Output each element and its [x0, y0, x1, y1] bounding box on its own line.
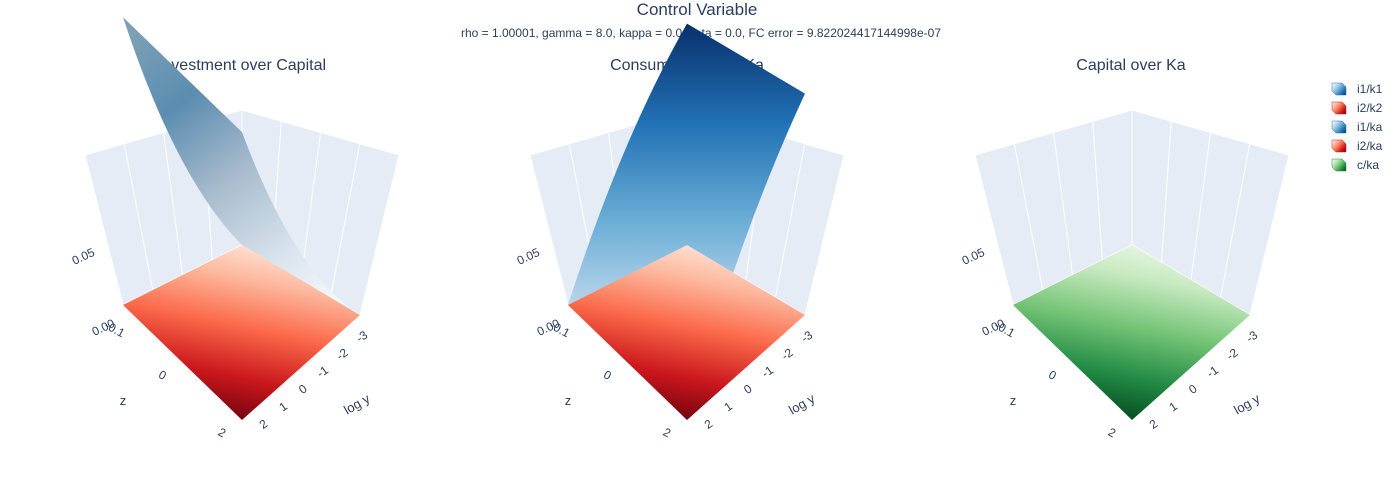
subplot-3: Capital over Ka-3-2-1012-0.1020.050.00lo… — [960, 57, 1290, 441]
legend-item-i1-k1[interactable]: i1/k1 — [1331, 82, 1383, 96]
logy-tick-label: 0 — [1186, 381, 1200, 396]
legend-label: i2/k2 — [1357, 101, 1383, 115]
z-tick-label: 0 — [156, 367, 169, 383]
logy-tick-label: 1 — [721, 399, 735, 414]
x-axis-title: log y — [1231, 390, 1263, 417]
logy-tick-label: -3 — [1243, 328, 1260, 346]
surface-i2-k2 — [123, 245, 360, 420]
logy-tick-label: -2 — [1224, 345, 1241, 363]
value-tick-label: 0.05 — [70, 245, 97, 268]
subplots: Investment over Capital-3-2-1012-0.1020.… — [70, 17, 1290, 441]
z-tick-label: 2 — [1106, 425, 1119, 441]
subplot-2: Consumption over Ka-3-2-1012-0.1020.050.… — [515, 23, 845, 441]
z-tick-label: 2 — [216, 425, 229, 441]
logy-tick-label: 0 — [296, 381, 310, 396]
x-axis-title: log y — [786, 390, 818, 417]
legend-item-i1-ka[interactable]: i1/ka — [1331, 120, 1383, 134]
y-axis-title: z — [1010, 393, 1017, 408]
legend-label: i2/ka — [1357, 139, 1383, 153]
logy-tick-label: 0 — [741, 381, 755, 396]
logy-tick-label: -3 — [798, 328, 815, 346]
logy-tick-label: -1 — [314, 363, 331, 381]
subplot-title: Investment over Capital — [158, 57, 326, 74]
surface-i1-k1 — [123, 17, 360, 316]
legend-swatch-icon — [1331, 158, 1347, 172]
surface-i2-ka — [568, 245, 805, 420]
value-tick-label: 0.05 — [960, 245, 987, 268]
logy-tick-label: 1 — [1166, 399, 1180, 414]
legend-swatch-icon — [1331, 101, 1347, 115]
surface-c-ka — [1013, 245, 1250, 420]
legend-swatch-icon — [1331, 82, 1347, 96]
legend-swatch-icon — [1331, 139, 1347, 153]
logy-tick-label: -2 — [779, 345, 796, 363]
figure-title: Control Variable — [637, 0, 758, 19]
legend-item-i2-k2[interactable]: i2/k2 — [1331, 101, 1383, 115]
legend-item-i2-ka[interactable]: i2/ka — [1331, 139, 1383, 153]
z-tick-label: 0 — [601, 367, 614, 383]
logy-tick-label: -1 — [1204, 363, 1221, 381]
z-tick-label: 2 — [661, 425, 674, 441]
legend-label: c/ka — [1357, 158, 1379, 172]
y-axis-title: z — [565, 393, 572, 408]
legend-label: i1/k1 — [1357, 82, 1383, 96]
logy-tick-label: 2 — [702, 416, 716, 431]
logy-tick-label: -2 — [334, 345, 351, 363]
y-axis-title: z — [120, 393, 127, 408]
x-axis-title: log y — [341, 390, 373, 417]
subplot-1: Investment over Capital-3-2-1012-0.1020.… — [70, 17, 400, 441]
value-tick-label: 0.05 — [515, 245, 542, 268]
logy-tick-label: 2 — [1147, 416, 1161, 431]
logy-tick-label: -1 — [759, 363, 776, 381]
logy-tick-label: 1 — [276, 399, 290, 414]
subplot-title: Capital over Ka — [1076, 57, 1185, 74]
legend-swatch-icon — [1331, 120, 1347, 134]
legend-item-c-ka[interactable]: c/ka — [1331, 158, 1379, 172]
legend: i1/k1 i2/k2 i1/ka i2/ka c/ka — [1331, 82, 1383, 172]
legend-label: i1/ka — [1357, 120, 1383, 134]
z-tick-label: 0 — [1046, 367, 1059, 383]
logy-tick-label: -3 — [353, 328, 370, 346]
logy-tick-label: 2 — [257, 416, 271, 431]
